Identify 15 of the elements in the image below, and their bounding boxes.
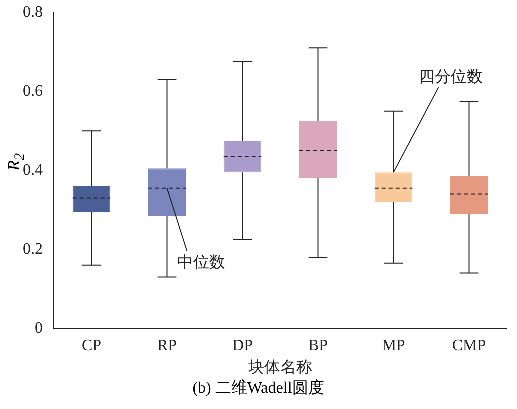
y-tick-label: 0.2 [23, 240, 43, 258]
x-tick-label: CP [82, 337, 102, 354]
x-tick-label: CMP [452, 337, 486, 354]
annotation: 四分位数 [418, 68, 483, 86]
x-tick-label: DP [232, 337, 254, 354]
x-tick-label: MP [382, 337, 406, 354]
x-tick-label: RP [157, 337, 178, 354]
text: (b) 二维Wadell圆度 [192, 378, 326, 399]
x-axis-title: 块体名称 [248, 358, 312, 377]
y-tick-label: 0.8 [23, 4, 43, 21]
x-tick-label: BP [308, 337, 328, 354]
y-tick-label: 0 [35, 320, 43, 337]
annotation: 中位数 [177, 254, 226, 272]
y-tick-label: 0.6 [23, 82, 43, 100]
y-tick-label: 0.4 [23, 162, 43, 179]
